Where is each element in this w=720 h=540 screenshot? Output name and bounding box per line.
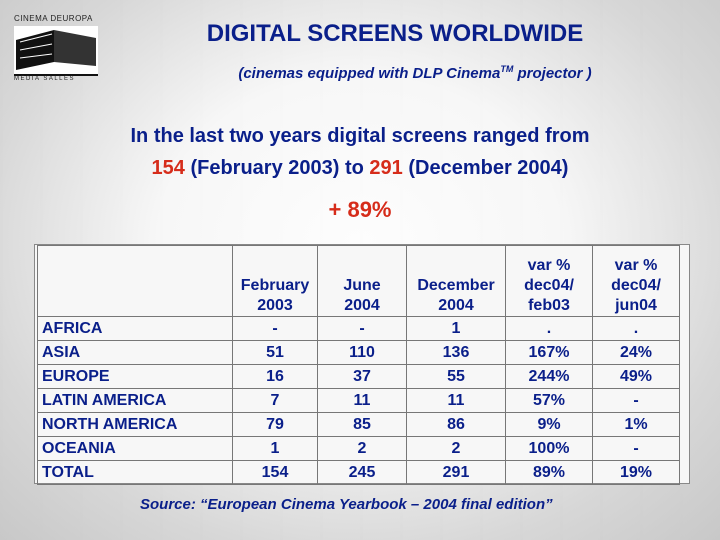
table-cell-value: 2 xyxy=(406,436,506,461)
table-cell-value: 89% xyxy=(505,460,593,485)
growth-percentage: + 89% xyxy=(328,197,392,222)
table-cell-value: 7 xyxy=(232,388,318,413)
table-row: LATIN AMERICA 7 11 11 57% - xyxy=(37,388,680,413)
table-cell-region: TOTAL xyxy=(37,460,233,485)
table-header-var-feb03: var % dec04/feb03 xyxy=(505,245,593,317)
table-cell-value: 2 xyxy=(317,436,407,461)
table-cell-value: - xyxy=(232,316,318,341)
table-cell-region: OCEANIA xyxy=(37,436,233,461)
table-cell-value: 49% xyxy=(592,364,680,389)
table-cell-value: 85 xyxy=(317,412,407,437)
intro-line-2: 154 (February 2003) to 291 (December 200… xyxy=(151,157,569,179)
table-cell-value: 245 xyxy=(317,460,407,485)
table-cell-region: ASIA xyxy=(37,340,233,365)
table-cell-region: AFRICA xyxy=(37,316,233,341)
table-cell-region: NORTH AMERICA xyxy=(37,412,233,437)
table-cell-value: . xyxy=(505,316,593,341)
table-cell-value: 9% xyxy=(505,412,593,437)
table-cell-value: 11 xyxy=(406,388,506,413)
table-row: EUROPE 16 37 55 244% 49% xyxy=(37,364,680,389)
table-row: TOTAL 154 245 291 89% 19% xyxy=(37,460,680,485)
table-row: AFRICA - -1.. xyxy=(37,316,680,341)
data-table-panel: February 2003 June 2004 December 2004 var %… xyxy=(34,244,690,485)
table-cell-value: 291 xyxy=(406,460,506,485)
table-row: ASIA 51 110 136 167% 24% xyxy=(37,340,680,365)
table-cell-value: 24% xyxy=(592,340,680,365)
intro-text: In the last two years digital screens ra… xyxy=(0,120,720,184)
table-cell-value: 79 xyxy=(232,412,318,437)
table-cell-value: 100% xyxy=(505,436,593,461)
table-header-blank xyxy=(37,245,233,317)
table-cell-value: . xyxy=(592,316,680,341)
table-cell-value: 11 xyxy=(317,388,407,413)
logo-bottom-text: MEDIA SALLES xyxy=(14,76,76,82)
table-cell-value: - xyxy=(592,436,680,461)
table-header-dec04: December 2004 xyxy=(406,245,506,317)
table-header-feb03: February 2003 xyxy=(232,245,318,317)
table-cell-region: LATIN AMERICA xyxy=(37,388,233,413)
table-cell-value: 19% xyxy=(592,460,680,485)
table-cell-value: 57% xyxy=(505,388,593,413)
table-cell-value: 55 xyxy=(406,364,506,389)
table-header-var-jun04: var % dec04/jun04 xyxy=(592,245,680,317)
page-title: DIGITAL SCREENS WORLDWIDE xyxy=(206,20,584,47)
screens-table: February 2003 June 2004 December 2004 var %… xyxy=(37,245,680,485)
table-cell-value: 167% xyxy=(505,340,593,365)
table-cell-value: 1% xyxy=(592,412,680,437)
table-row: NORTH AMERICA 79 85 86 9% 1% xyxy=(37,412,680,437)
table-cell-value: 1 xyxy=(406,316,506,341)
intro-line-1: In the last two years digital screens ra… xyxy=(130,125,590,147)
table-header-jun04: June 2004 xyxy=(317,245,407,317)
table-cell-value: 51 xyxy=(232,340,318,365)
table-cell-value: 37 xyxy=(317,364,407,389)
table-cell-value: 154 xyxy=(232,460,318,485)
source-note: Source: “European Cinema Yearbook – 2004… xyxy=(140,496,553,513)
table-cell-value: 110 xyxy=(317,340,407,365)
logo-top-text: CINEMA DEUROPA xyxy=(14,14,93,23)
table-cell-value: - xyxy=(592,388,680,413)
logo: CINEMA DEUROPA MEDIA SALLES xyxy=(14,14,98,82)
table-cell-value: - xyxy=(317,316,407,341)
page-subtitle: (cinemas equipped with DLP CinemaTM proj… xyxy=(238,64,592,82)
table-cell-region: EUROPE xyxy=(37,364,233,389)
table-row: OCEANIA 1 2 2 100% - xyxy=(37,436,680,461)
table-cell-value: 16 xyxy=(232,364,318,389)
table-cell-value: 86 xyxy=(406,412,506,437)
table-header-row: February 2003 June 2004 December 2004 var %… xyxy=(37,245,680,317)
table-cell-value: 136 xyxy=(406,340,506,365)
table-cell-value: 244% xyxy=(505,364,593,389)
logo-graphic-icon xyxy=(14,26,98,76)
table-cell-value: 1 xyxy=(232,436,318,461)
